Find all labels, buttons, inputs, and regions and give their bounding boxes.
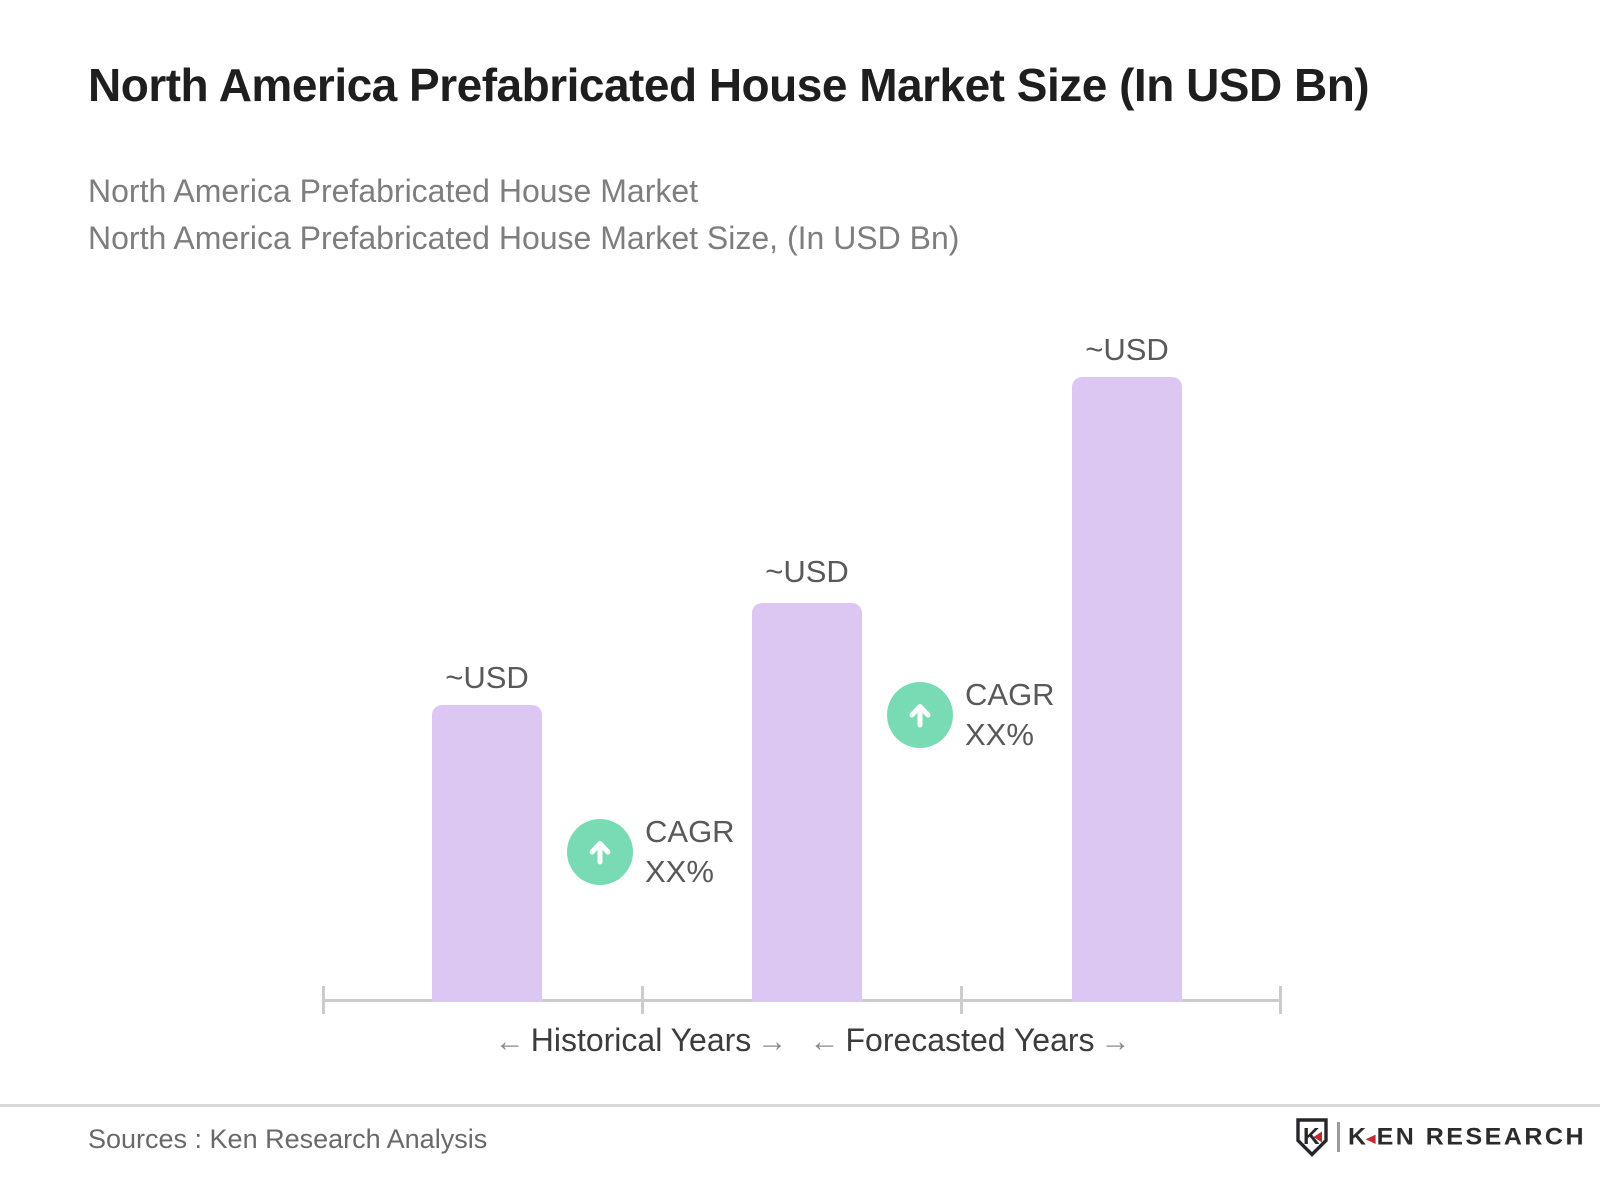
shield-letter: K bbox=[1303, 1123, 1320, 1149]
bar-historical-start bbox=[432, 705, 542, 1002]
cagr-1-line-2: XX% bbox=[645, 854, 714, 889]
cagr-text-1: CAGR XX% bbox=[645, 812, 735, 892]
x-axis-tick-1 bbox=[322, 986, 325, 1014]
right-arrow-icon: → bbox=[1100, 1025, 1131, 1058]
axis-group-historical: ← Historical Years → bbox=[431, 1022, 851, 1059]
logo-word-k: K bbox=[1348, 1123, 1369, 1150]
cagr-2-line-2: XX% bbox=[965, 717, 1034, 752]
up-arrow-icon bbox=[909, 704, 931, 728]
sources-note: Sources : Ken Research Analysis bbox=[88, 1124, 488, 1154]
left-arrow-icon: ← bbox=[809, 1025, 840, 1058]
right-arrow-icon: → bbox=[757, 1025, 788, 1058]
x-axis-tick-4 bbox=[1279, 986, 1282, 1014]
bar-historical-end bbox=[752, 603, 862, 1002]
cagr-circle-2 bbox=[887, 682, 953, 748]
logo-word-rest: EN RESEARCH bbox=[1376, 1123, 1587, 1150]
cagr-1-line-1: CAGR bbox=[645, 814, 735, 849]
logo-red-triangle-icon bbox=[1313, 1131, 1322, 1143]
left-arrow-icon: ← bbox=[494, 1025, 525, 1058]
ken-research-logo: K K ◀ EN RESEARCH bbox=[1294, 1116, 1586, 1158]
cagr-circle-1 bbox=[567, 819, 633, 885]
bar-2-label-line-1: ~USD bbox=[765, 554, 849, 589]
subtitle-line-2: North America Prefabricated House Market… bbox=[88, 220, 960, 256]
logo-separator bbox=[1337, 1122, 1340, 1152]
x-axis-tick-2 bbox=[641, 986, 644, 1014]
bar-1-label-line-1: ~USD bbox=[445, 660, 529, 695]
bar-3-label-line-1: ~USD bbox=[1085, 332, 1169, 367]
ken-research-shield-icon: K bbox=[1296, 1118, 1328, 1157]
cagr-annotation-2: CAGR XX% bbox=[887, 675, 1055, 755]
footer-divider bbox=[0, 1104, 1600, 1107]
cagr-annotation-1: CAGR XX% bbox=[567, 812, 735, 892]
cagr-text-2: CAGR XX% bbox=[965, 675, 1055, 755]
x-axis-tick-3 bbox=[960, 986, 963, 1014]
logo-wordmark: K ◀ EN RESEARCH bbox=[1348, 1123, 1586, 1151]
logo-red-triangle-icon: ◀ bbox=[1365, 1130, 1376, 1145]
cagr-2-line-1: CAGR bbox=[965, 677, 1055, 712]
axis-group-forecasted: ← Forecasted Years → bbox=[760, 1022, 1180, 1059]
page-title: North America Prefabricated House Market… bbox=[88, 59, 1370, 111]
historical-years-label: Historical Years bbox=[530, 1022, 752, 1058]
chart-subtitle: North America Prefabricated House Market… bbox=[88, 168, 959, 262]
forecasted-years-label: Forecasted Years bbox=[845, 1022, 1095, 1058]
subtitle-line-1: North America Prefabricated House Market bbox=[88, 173, 699, 209]
bar-forecast bbox=[1072, 377, 1182, 1002]
up-arrow-icon bbox=[589, 841, 611, 865]
